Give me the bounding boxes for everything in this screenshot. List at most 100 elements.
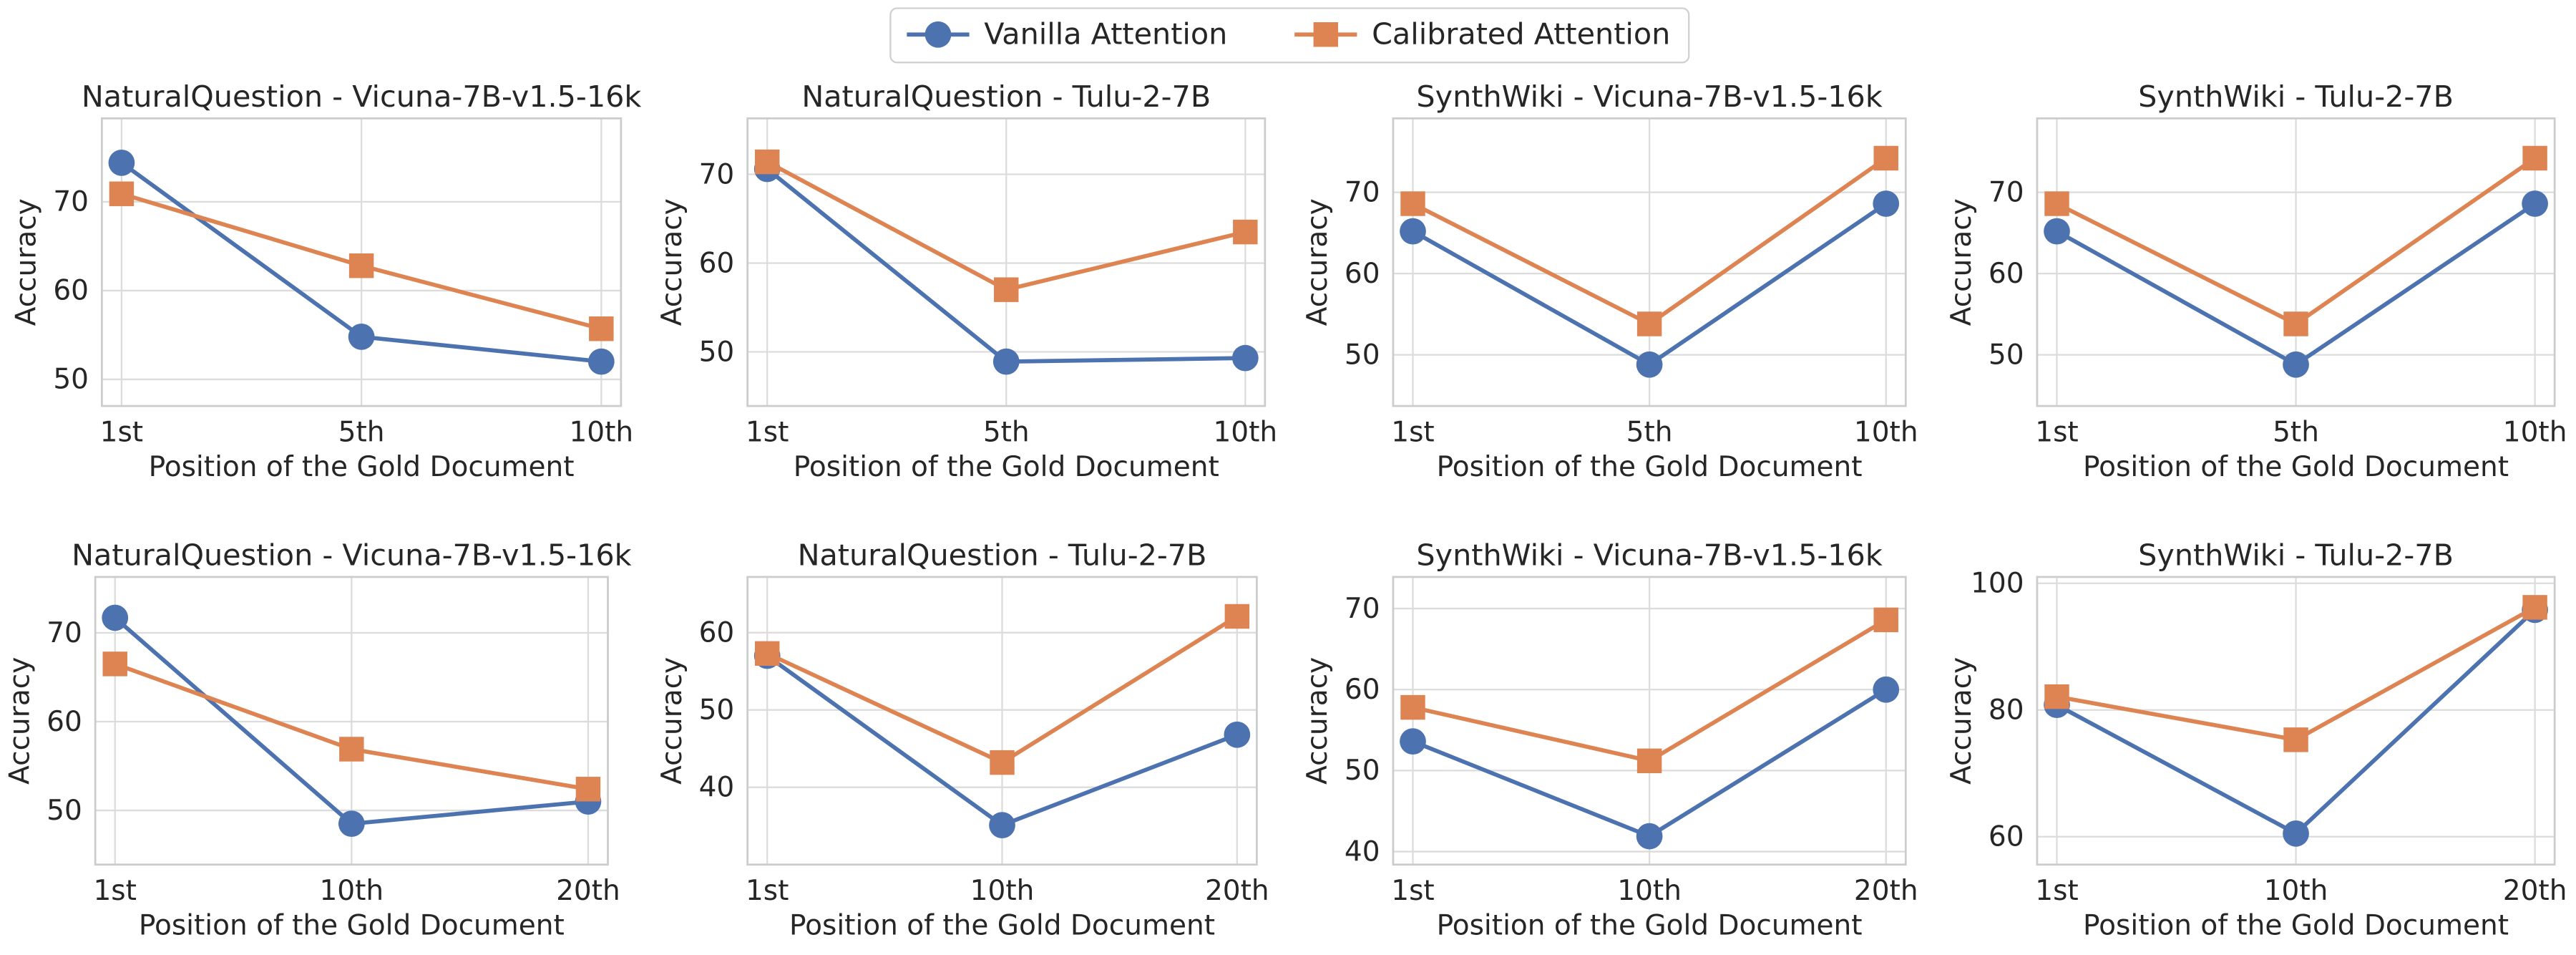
chart-title: SynthWiki - Vicuna-7B-v1.5-16k [1416, 538, 1882, 572]
data-point [2283, 351, 2309, 378]
y-axis-label: Accuracy [656, 657, 688, 785]
data-point [339, 737, 364, 762]
x-tick-label: 10th [2503, 417, 2567, 449]
y-axis-label: Accuracy [4, 657, 36, 785]
x-axis-label: Position of the Gold Document [149, 451, 575, 483]
x-axis-label: Position of the Gold Document [789, 909, 1215, 941]
data-point [1873, 145, 1898, 171]
data-point [994, 277, 1019, 302]
data-point [2044, 218, 2070, 245]
y-tick-label: 50 [53, 364, 89, 396]
y-tick-label: 70 [47, 617, 82, 649]
data-point [2283, 820, 2309, 847]
y-tick-label: 50 [1345, 755, 1380, 787]
y-axis-label: Accuracy [1302, 657, 1334, 785]
axes-frame [94, 576, 609, 866]
x-tick-label: 1st [746, 875, 789, 907]
data-point [2283, 727, 2308, 752]
x-axis-label: Position of the Gold Document [2083, 909, 2509, 941]
data-point [2522, 190, 2548, 217]
axes-frame [100, 117, 623, 407]
chart-title: NaturalQuestion - Vicuna-7B-v1.5-16k [72, 538, 632, 572]
legend-marker [924, 21, 952, 48]
y-axis-label: Accuracy [11, 198, 43, 326]
chart-title: SynthWiki - Vicuna-7B-v1.5-16k [1416, 79, 1882, 114]
data-point [754, 149, 780, 175]
y-tick-label: 70 [1989, 176, 2024, 208]
axes-frame [746, 576, 1258, 866]
axes-frame [1392, 117, 1907, 407]
y-tick-label: 60 [53, 275, 89, 307]
data-point [1873, 676, 1900, 703]
data-point [754, 641, 780, 666]
y-tick-label: 50 [1989, 339, 2024, 371]
x-axis-label: Position of the Gold Document [1437, 909, 1863, 941]
x-tick-label: 10th [1617, 875, 1682, 907]
data-point [2044, 684, 2069, 709]
y-axis-label: Accuracy [1946, 198, 1978, 326]
x-tick-label: 20th [1854, 875, 1918, 907]
data-point [1400, 218, 1426, 245]
x-tick-label: 1st [100, 417, 143, 449]
y-tick-label: 60 [47, 706, 82, 738]
data-point [338, 810, 365, 838]
data-point [1400, 694, 1425, 720]
x-tick-label: 10th [2264, 875, 2328, 907]
x-tick-label: 1st [1391, 417, 1434, 449]
data-point [1636, 823, 1663, 850]
y-tick-label: 80 [1989, 694, 2024, 727]
y-tick-label: 70 [1345, 593, 1380, 625]
y-tick-label: 50 [699, 694, 735, 726]
y-tick-label: 60 [1989, 258, 2024, 290]
data-point [1873, 607, 1898, 633]
data-point [2522, 145, 2547, 171]
data-point [1636, 351, 1663, 378]
data-point [990, 750, 1015, 775]
data-point [1400, 191, 1425, 216]
x-axis-label: Position of the Gold Document [2083, 451, 2509, 483]
x-tick-label: 10th [970, 875, 1035, 907]
data-point [2522, 595, 2547, 620]
x-tick-label: 20th [2503, 875, 2567, 907]
y-tick-label: 60 [1345, 258, 1380, 290]
y-axis-label: Accuracy [656, 198, 688, 326]
chart-title: NaturalQuestion - Tulu-2-7B [801, 79, 1211, 114]
x-tick-label: 1st [93, 875, 136, 907]
data-point [575, 777, 601, 802]
y-axis-label: Accuracy [1302, 198, 1334, 326]
x-tick-label: 1st [2035, 875, 2078, 907]
y-tick-label: 50 [47, 795, 82, 827]
x-tick-label: 1st [2035, 417, 2078, 449]
axes-frame [2036, 117, 2556, 407]
chart-title: SynthWiki - Tulu-2-7B [2138, 79, 2454, 114]
x-tick-label: 20th [1205, 875, 1269, 907]
data-point [109, 181, 135, 206]
data-point [1231, 344, 1259, 372]
x-tick-label: 5th [2273, 417, 2319, 449]
x-tick-label: 5th [1626, 417, 1673, 449]
x-axis-label: Position of the Gold Document [139, 909, 565, 941]
x-tick-label: 10th [1213, 417, 1277, 449]
y-tick-label: 40 [699, 771, 735, 803]
y-tick-label: 50 [699, 336, 735, 368]
x-tick-label: 5th [983, 417, 1030, 449]
data-point [1636, 748, 1662, 774]
y-tick-label: 60 [699, 616, 735, 649]
x-axis-label: Position of the Gold Document [794, 451, 1219, 483]
data-point [2283, 311, 2308, 336]
axes-frame [2036, 576, 2556, 866]
y-tick-label: 70 [1345, 176, 1380, 208]
y-tick-label: 60 [1989, 821, 2024, 853]
data-point [989, 812, 1015, 838]
data-point [587, 348, 615, 375]
data-point [1224, 721, 1251, 748]
chart-title: NaturalQuestion - Tulu-2-7B [798, 538, 1207, 572]
legend-box [889, 7, 1690, 64]
x-tick-label: 10th [1854, 417, 1918, 449]
data-point [992, 348, 1020, 375]
y-tick-label: 70 [53, 186, 89, 218]
y-tick-label: 70 [699, 158, 735, 190]
x-tick-label: 1st [746, 417, 789, 449]
data-point [589, 316, 614, 341]
